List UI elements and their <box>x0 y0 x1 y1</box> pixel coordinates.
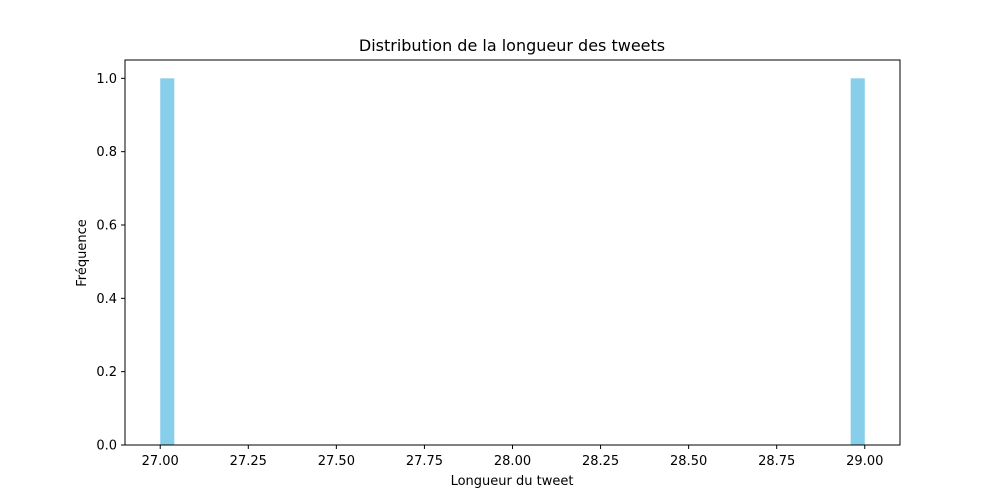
y-tick-label: 1.0 <box>96 72 117 87</box>
x-tick-label: 28.25 <box>582 454 619 469</box>
y-tick-label: 0.2 <box>96 365 117 380</box>
y-tick-label: 0.0 <box>96 439 117 454</box>
chart-title: Distribution de la longueur des tweets <box>359 36 665 55</box>
y-tick-label: 0.6 <box>96 219 117 234</box>
x-axis-label: Longueur du tweet <box>451 474 574 489</box>
y-axis-label: Fréquence <box>75 219 90 286</box>
x-axis-ticks: 27.00 27.25 27.50 27.75 28.00 28.25 28.50 28.75… <box>142 445 883 469</box>
histogram-bar-2 <box>850 78 865 445</box>
y-tick-label: 0.4 <box>96 292 117 307</box>
x-tick-label: 27.00 <box>142 454 179 469</box>
plot-area <box>160 78 865 445</box>
x-tick-label: 28.00 <box>494 454 531 469</box>
x-tick-label: 27.25 <box>230 454 267 469</box>
histogram-bar-1 <box>160 78 175 445</box>
x-tick-label: 27.75 <box>406 454 443 469</box>
x-tick-label: 28.50 <box>670 454 707 469</box>
axes-frame <box>124 59 901 446</box>
x-tick-label: 27.50 <box>318 454 355 469</box>
x-tick-label: 28.75 <box>758 454 795 469</box>
y-axis-ticks: 0.0 0.2 0.4 0.6 0.8 1.0 <box>96 72 125 454</box>
y-tick-label: 0.8 <box>96 145 117 160</box>
x-tick-label: 29.00 <box>846 454 883 469</box>
